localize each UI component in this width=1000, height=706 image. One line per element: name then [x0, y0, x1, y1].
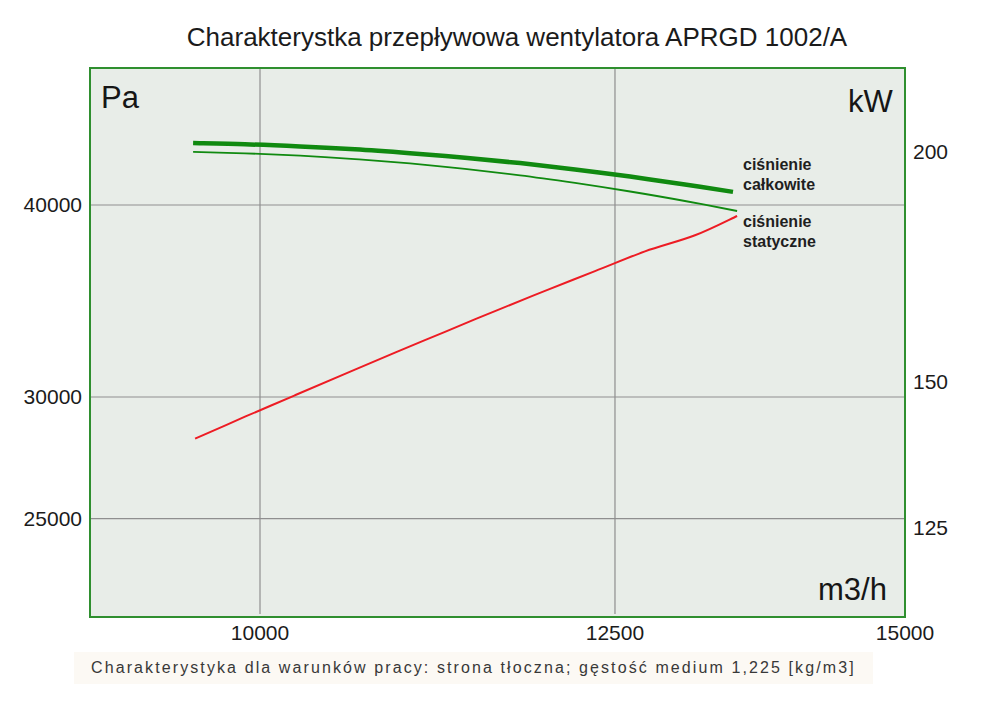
footnote: Charakterystyka dla warunków pracy: stro… — [74, 652, 873, 684]
y-right-tick-label: 150 — [913, 370, 948, 394]
y-right-tick-label: 125 — [913, 516, 948, 540]
y-left-tick-label: 25000 — [0, 507, 82, 531]
y-left-tick-label: 40000 — [0, 193, 82, 217]
y-left-tick-label: 30000 — [0, 385, 82, 409]
series-label-total-pressure: ciśnienie całkowite — [743, 155, 843, 196]
x-axis-unit-label: m3/h — [818, 572, 887, 608]
series-label-static-pressure: ciśnienie statyczne — [743, 212, 843, 253]
x-tick-label: 10000 — [215, 621, 305, 645]
right-axis-unit-label: kW — [848, 84, 893, 120]
x-tick-label: 15000 — [860, 621, 950, 645]
x-tick-label: 12500 — [570, 621, 660, 645]
y-right-tick-label: 200 — [913, 140, 948, 164]
chart-title: Charakterystka przepływowa wentylatora A… — [17, 22, 1000, 53]
left-axis-unit-label: Pa — [101, 80, 139, 116]
plot-area — [89, 67, 906, 618]
page: Charakterystka przepływowa wentylatora A… — [0, 0, 1000, 706]
